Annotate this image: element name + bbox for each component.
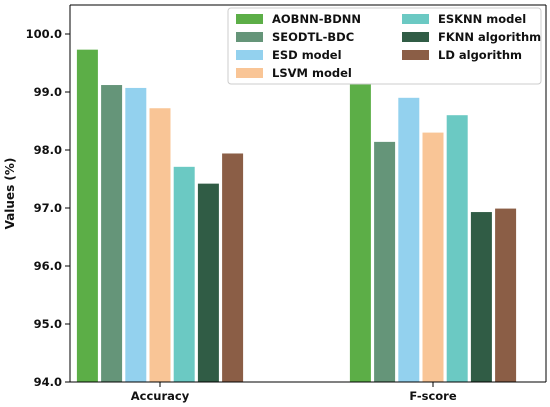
bar-seodtl-bdc-accuracy — [101, 85, 123, 382]
legend-label: SEODTL-BDC — [272, 30, 354, 44]
legend-label: ESKNN model — [438, 12, 526, 26]
legend-swatch — [236, 50, 263, 60]
bar-seodtl-bdc-f-score — [374, 141, 396, 382]
y-tick-label: 95.0 — [34, 317, 62, 331]
y-ticks-group: 94.0 95.0 96.0 97.0 98.0 99.0 100.0 — [26, 27, 70, 389]
bars-group — [76, 49, 517, 383]
y-tick-label: 94.0 — [34, 375, 62, 389]
legend-label: FKNN algorithm — [438, 30, 541, 44]
bar-lsvm-model-f-score — [422, 132, 444, 382]
bar-esd-model-f-score — [398, 97, 420, 383]
bar-fknn-algorithm-f-score — [470, 212, 492, 382]
bar-aobnn-bdnn-accuracy — [76, 49, 98, 382]
bar-fknn-algorithm-accuracy — [197, 183, 219, 382]
legend-swatch — [402, 50, 429, 60]
legend-swatch — [236, 32, 263, 42]
x-ticks-group: Accuracy F-score — [131, 382, 457, 403]
bar-ld-algorithm-f-score — [495, 208, 517, 382]
y-tick-label: 96.0 — [34, 259, 62, 273]
y-tick-label: 100.0 — [26, 27, 62, 41]
legend: AOBNN-BDNN SEODTL-BDC ESD model LSVM model E… — [227, 7, 542, 85]
x-tick-label: F-score — [409, 389, 457, 403]
y-tick-label: 99.0 — [34, 85, 62, 99]
legend-label: AOBNN-BDNN — [272, 12, 361, 26]
bar-esknn-model-f-score — [446, 115, 468, 382]
legend-swatch — [236, 68, 263, 78]
y-axis-label: Values (%) — [3, 158, 17, 230]
legend-swatch — [402, 14, 429, 24]
legend-label: LD algorithm — [438, 48, 522, 62]
bar-esd-model-accuracy — [125, 87, 147, 382]
legend-label: ESD model — [272, 48, 342, 62]
y-tick-label: 98.0 — [34, 143, 62, 157]
legend-label: LSVM model — [272, 66, 352, 80]
bar-aobnn-bdnn-f-score — [349, 54, 371, 383]
axes-group — [69, 4, 547, 383]
legend-swatch — [402, 32, 429, 42]
bar-ld-algorithm-accuracy — [222, 153, 244, 382]
legend-box — [227, 7, 542, 85]
y-tick-label: 97.0 — [34, 201, 62, 215]
bar-esknn-model-accuracy — [173, 166, 195, 382]
x-tick-label: Accuracy — [131, 389, 190, 403]
legend-swatch — [236, 14, 263, 24]
bar-lsvm-model-accuracy — [149, 108, 171, 383]
